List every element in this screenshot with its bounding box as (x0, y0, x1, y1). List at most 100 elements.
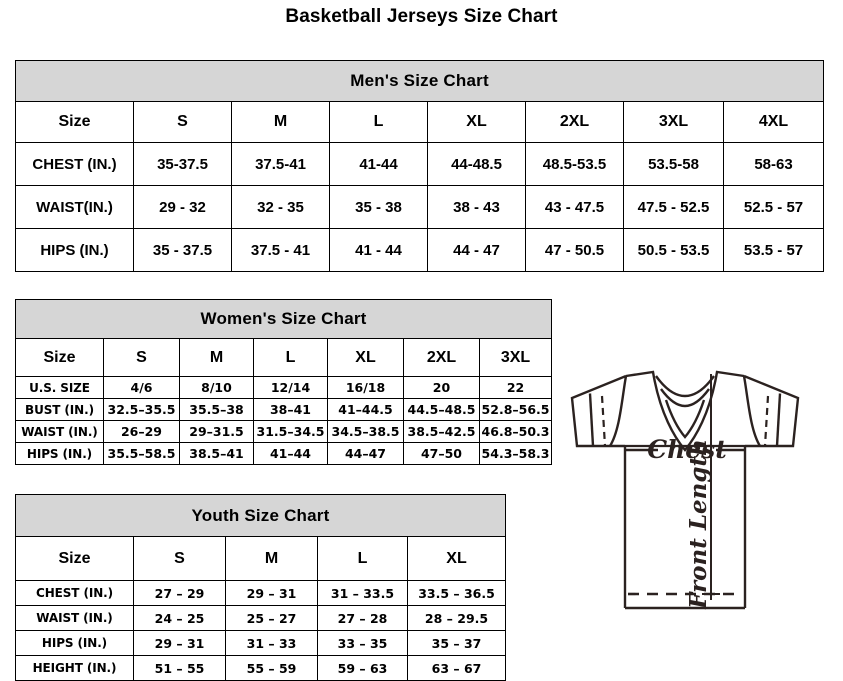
youth-row-label-waist: WAIST (IN.) (15, 605, 134, 631)
table-cell: 38.5–41 (179, 442, 254, 465)
front-length-label: Front Length (685, 439, 712, 610)
table-cell: 41–44.5 (327, 398, 404, 421)
mens-col-header-s: S (133, 101, 232, 143)
table-cell: 38–41 (253, 398, 328, 421)
collar-band-1 (655, 375, 715, 398)
collar-band-2 (660, 388, 710, 408)
table-cell: 29 – 31 (225, 580, 318, 606)
youth-col-header-xl: XL (406, 536, 507, 581)
table-cell: 52.8–56.5 (478, 398, 553, 421)
youth-col-header-m: M (225, 536, 318, 581)
table-cell: 20 (403, 376, 480, 399)
left-sleeve-cuff (588, 393, 595, 447)
table-cell: 26–29 (103, 420, 180, 443)
table-cell: 29 - 32 (133, 185, 232, 229)
left-sleeve-outline (570, 374, 627, 448)
table-row: HIPS (IN.) 35 - 37.5 37.5 - 41 41 - 44 4… (15, 228, 825, 272)
table-cell: 8/10 (179, 376, 254, 399)
table-cell: 31 – 33.5 (317, 580, 408, 606)
mens-col-header-l: L (329, 101, 428, 143)
womens-col-header-3xl: 3XL (478, 338, 553, 377)
right-armhole (742, 375, 762, 447)
table-cell: 28 – 29.5 (406, 605, 507, 631)
table-cell: 53.5-58 (623, 142, 724, 186)
table-cell: 4/6 (103, 376, 180, 399)
table-cell: 47.5 - 52.5 (623, 185, 724, 229)
table-row: HIPS (IN.) 35.5–58.5 38.5–41 41–44 44–47… (15, 442, 553, 465)
left-sleeve-cuff-stitch (600, 395, 607, 447)
mens-row-label-waist: WAIST(IN.) (15, 185, 134, 229)
mens-col-header-size: Size (15, 101, 134, 143)
womens-col-header-xl: XL (327, 338, 404, 377)
table-cell: 16/18 (327, 376, 404, 399)
table-cell: 33 – 35 (317, 630, 408, 656)
collar-band-3 (664, 399, 706, 439)
mens-row-label-hips: HIPS (IN.) (15, 228, 134, 272)
youth-table-title-row: Youth Size Chart (14, 494, 507, 537)
mens-col-header-3xl: 3XL (623, 101, 724, 143)
page-title: Basketball Jerseys Size Chart (285, 6, 558, 27)
table-row: U.S. SIZE 4/6 8/10 12/14 16/18 20 22 (15, 376, 553, 399)
right-sleeve-cuff-stitch (763, 395, 770, 447)
womens-col-header-s: S (103, 338, 180, 377)
table-cell: 31.5–34.5 (253, 420, 328, 443)
table-row: WAIST (IN.) 26–29 29–31.5 31.5–34.5 34.5… (15, 420, 553, 443)
table-row: CHEST (IN.) 35-37.5 37.5-41 41-44 44-48.… (15, 142, 825, 186)
table-cell: 47 - 50.5 (525, 228, 624, 272)
table-cell: 29 – 31 (133, 630, 226, 656)
table-cell: 63 – 67 (406, 655, 507, 681)
table-row: WAIST(IN.) 29 - 32 32 - 35 35 - 38 38 - … (15, 185, 825, 229)
table-cell: 32 - 35 (231, 185, 330, 229)
table-cell: 29–31.5 (179, 420, 254, 443)
womens-row-label-bust: BUST (IN.) (15, 398, 104, 421)
table-cell: 35 - 38 (329, 185, 428, 229)
table-row: HIPS (IN.) 29 – 31 31 – 33 33 – 35 35 – … (15, 630, 507, 656)
youth-row-label-chest: CHEST (IN.) (15, 580, 134, 606)
table-cell: 51 – 55 (133, 655, 226, 681)
mens-col-header-xl: XL (427, 101, 526, 143)
table-cell: 33.5 – 36.5 (406, 580, 507, 606)
table-cell: 32.5–35.5 (103, 398, 180, 421)
table-cell: 44-48.5 (427, 142, 526, 186)
womens-row-label-us-size: U.S. SIZE (15, 376, 104, 399)
mens-col-header-2xl: 2XL (525, 101, 624, 143)
table-cell: 44.5–48.5 (403, 398, 480, 421)
table-cell: 59 – 63 (317, 655, 408, 681)
womens-col-header-size: Size (15, 338, 104, 377)
table-cell: 27 – 29 (133, 580, 226, 606)
womens-col-header-m: M (179, 338, 254, 377)
womens-table-title: Women's Size Chart (14, 299, 553, 339)
youth-row-label-hips: HIPS (IN.) (15, 630, 134, 656)
table-cell: 22 (478, 376, 553, 399)
table-cell: 55 – 59 (225, 655, 318, 681)
table-cell: 34.5–38.5 (327, 420, 404, 443)
table-cell: 35 – 37 (406, 630, 507, 656)
v-neck-jersey-measurement-diagram: Chest Front Length (530, 338, 840, 658)
mens-table-title: Men's Size Chart (14, 60, 825, 102)
womens-row-label-hips: HIPS (IN.) (15, 442, 104, 465)
youth-table-title: Youth Size Chart (14, 494, 507, 537)
table-cell: 41-44 (329, 142, 428, 186)
mens-table-title-row: Men's Size Chart (14, 60, 825, 102)
mens-col-header-4xl: 4XL (722, 101, 825, 143)
youth-row-label-height: HEIGHT (IN.) (15, 655, 134, 681)
mens-row-label-chest: CHEST (IN.) (15, 142, 134, 186)
youth-col-header-s: S (133, 536, 226, 581)
table-row: WAIST (IN.) 24 – 25 25 – 27 27 – 28 28 –… (15, 605, 507, 631)
right-sleeve-cuff (775, 393, 782, 447)
table-cell: 35.5–58.5 (103, 442, 180, 465)
youth-size-chart-table: Youth Size Chart Size S M L XL CHEST (IN… (14, 494, 507, 681)
womens-table-title-row: Women's Size Chart (14, 299, 553, 339)
right-sleeve-outline (743, 374, 800, 448)
womens-col-header-2xl: 2XL (403, 338, 480, 377)
table-cell: 31 – 33 (225, 630, 318, 656)
table-cell: 41–44 (253, 442, 328, 465)
table-cell: 35-37.5 (133, 142, 232, 186)
table-row: HEIGHT (IN.) 51 – 55 55 – 59 59 – 63 63 … (15, 655, 507, 681)
mens-header-row: Size S M L XL 2XL 3XL 4XL (15, 101, 825, 143)
table-cell: 35 - 37.5 (133, 228, 232, 272)
womens-row-label-waist: WAIST (IN.) (15, 420, 104, 443)
womens-size-chart-table: Women's Size Chart Size S M L XL 2XL 3XL… (14, 299, 553, 465)
womens-col-header-l: L (253, 338, 328, 377)
table-cell: 43 - 47.5 (525, 185, 624, 229)
